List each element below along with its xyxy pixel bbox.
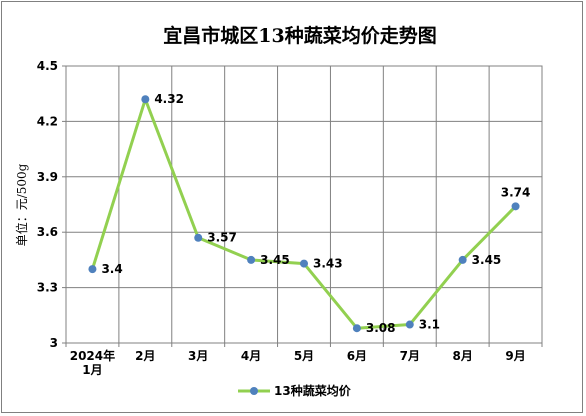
data-label: 3.45 — [260, 253, 290, 267]
x-tick-label: 8月 — [452, 349, 472, 363]
data-label: 3.43 — [313, 257, 343, 271]
data-point — [300, 259, 308, 268]
legend-marker-sample — [250, 387, 258, 395]
y-tick-label: 4.5 — [37, 59, 58, 73]
data-point — [352, 324, 361, 333]
x-tick-label: 6月 — [347, 349, 367, 363]
data-point — [458, 255, 467, 264]
data-point — [511, 202, 520, 211]
x-tick-label: 7月 — [400, 349, 420, 363]
data-label: 3.1 — [419, 318, 440, 332]
y-tick-label: 4.2 — [37, 114, 58, 128]
x-tick-label: 2月 — [135, 349, 155, 363]
y-tick-label: 3.3 — [37, 281, 58, 295]
data-label: 3.45 — [472, 253, 502, 267]
data-label: 3.08 — [366, 321, 396, 335]
data-point — [88, 265, 97, 274]
data-point — [247, 255, 256, 264]
x-tick-label: 4月 — [241, 349, 261, 363]
data-point — [405, 320, 414, 329]
data-label: 3.4 — [101, 262, 122, 276]
legend-series-label: 13种蔬菜均价 — [274, 383, 352, 398]
x-tick-label: 3月 — [188, 349, 208, 363]
chart-title: 宜昌市城区13种蔬菜均价走势图 — [163, 24, 436, 47]
data-point — [194, 233, 203, 242]
x-tick-label: 2024年 1月 — [70, 348, 115, 377]
plot-area: 3 3.3 3.6 3.9 4.2 4.5 2024年 1月 2月 3月 4月 5月 6月 7月 8月 9月 3… — [37, 59, 543, 377]
legend: 13种蔬菜均价 — [238, 383, 352, 398]
data-label: 3.57 — [207, 231, 237, 245]
data-point — [141, 95, 150, 104]
data-label: 4.32 — [154, 92, 184, 106]
x-tick-label: 5月 — [294, 349, 314, 363]
y-tick-label: 3.6 — [37, 225, 58, 239]
y-tick-label: 3 — [50, 336, 58, 350]
y-tick-label: 3.9 — [37, 170, 58, 184]
data-label: 3.74 — [501, 185, 531, 199]
plot-background — [65, 65, 543, 344]
x-tick-label: 9月 — [505, 349, 525, 363]
y-axis-label: 单位：元/500g — [14, 163, 29, 246]
